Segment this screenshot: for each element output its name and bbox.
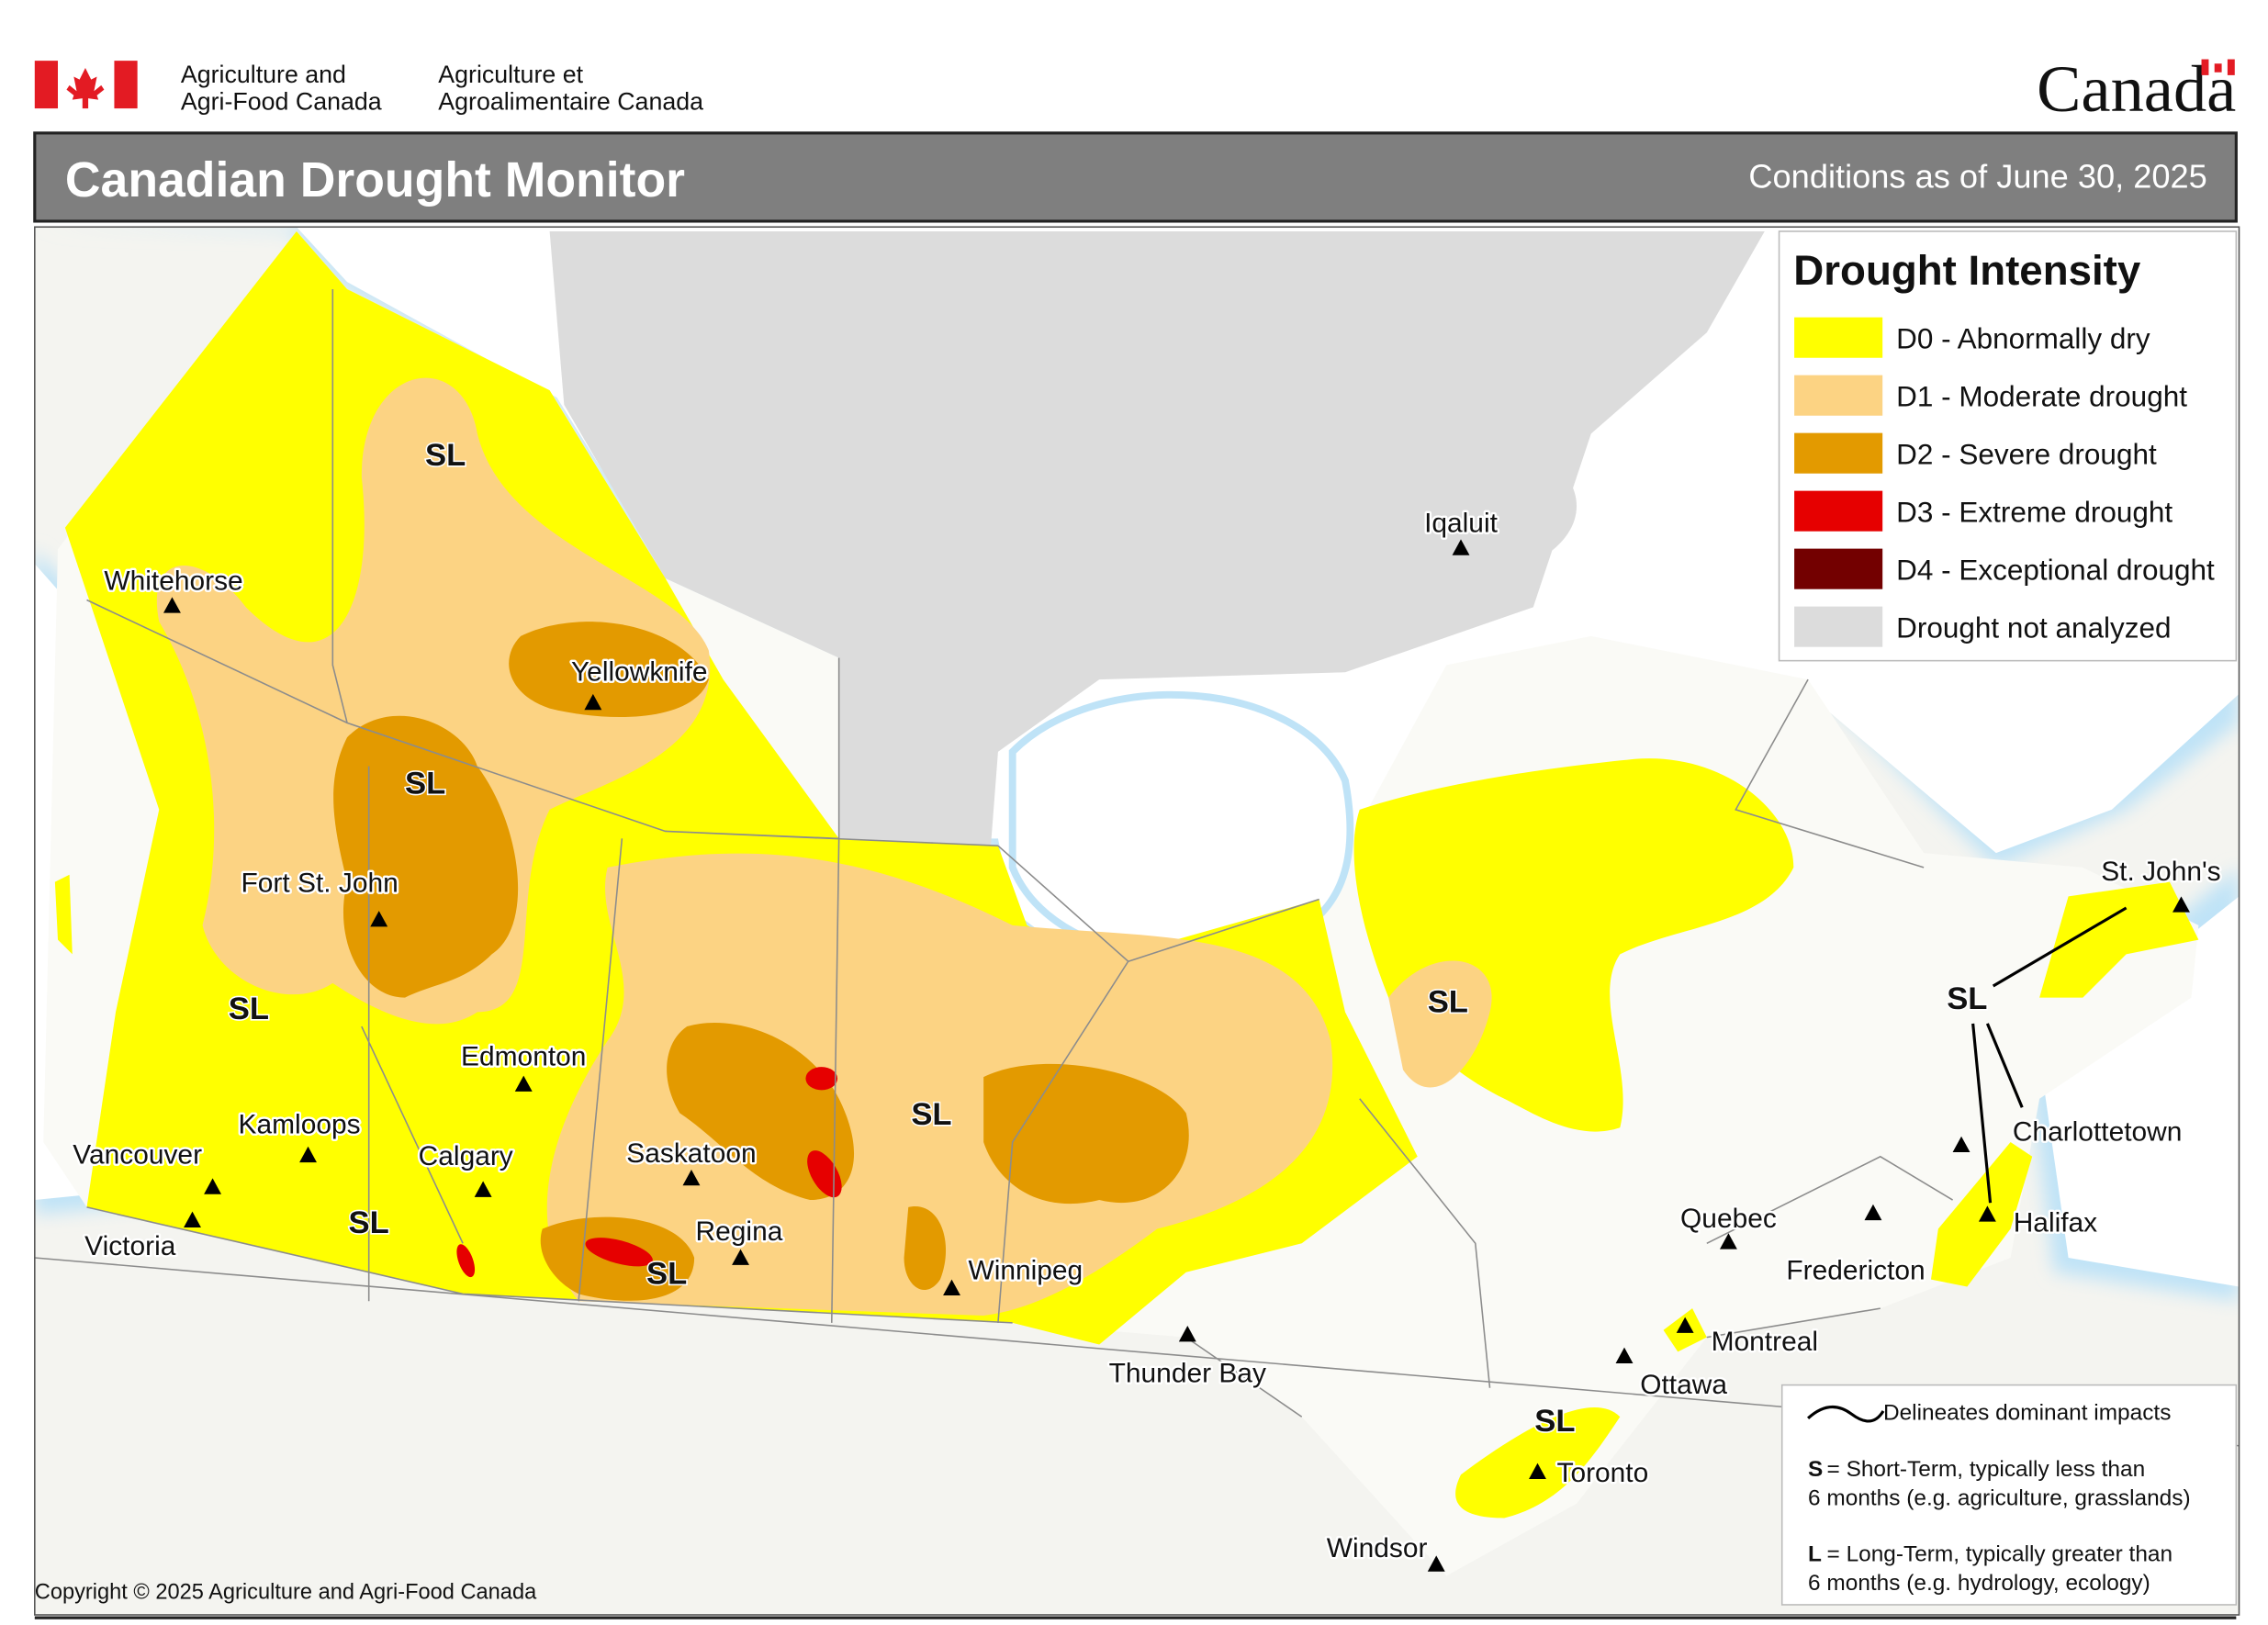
impact-label: SL bbox=[425, 438, 466, 473]
map-frame bbox=[34, 226, 2240, 1616]
legend-swatch bbox=[1792, 431, 1884, 476]
city-label: Charlottetown bbox=[2013, 1116, 2183, 1147]
impact-label: SL bbox=[1947, 981, 1987, 1016]
city-label: Fort St. John bbox=[241, 869, 399, 899]
city-label: Calgary bbox=[419, 1141, 513, 1171]
city-marker bbox=[682, 1169, 701, 1186]
impact-label: SL bbox=[229, 992, 269, 1026]
date-label: Conditions as of June 30, 2025 bbox=[1748, 158, 2206, 196]
city-marker bbox=[299, 1146, 317, 1163]
notes-key: S bbox=[1808, 1457, 1823, 1482]
legend-items: D0 - Abnormally dry D1 - Moderate drought… bbox=[1792, 316, 2215, 649]
city-label: Regina bbox=[696, 1216, 783, 1247]
city-label: Saskatoon bbox=[626, 1138, 756, 1169]
city-marker bbox=[1178, 1326, 1196, 1342]
impact-label: SL bbox=[1534, 1404, 1575, 1439]
legend-label: D0 - Abnormally dry bbox=[1896, 322, 2150, 355]
legend-swatch bbox=[1792, 489, 1884, 533]
map-body bbox=[34, 227, 2240, 1615]
city-marker bbox=[2173, 896, 2190, 913]
notes-text: 6 months (e.g. agriculture, grasslands) bbox=[1808, 1485, 2191, 1510]
title-bar bbox=[33, 131, 2238, 223]
city-marker bbox=[1615, 1347, 1634, 1363]
city-marker bbox=[584, 693, 602, 711]
impact-label: SL bbox=[349, 1205, 389, 1240]
impact-label: SL bbox=[1428, 984, 1468, 1019]
impact-label: SL bbox=[911, 1097, 951, 1132]
city-marker bbox=[1978, 1205, 1996, 1222]
city-label: Edmonton bbox=[461, 1042, 586, 1072]
notes-text: = Long-Term, typically greater than bbox=[1827, 1542, 2173, 1567]
city-label: Halifax bbox=[2014, 1208, 2097, 1238]
city-label: Whitehorse bbox=[104, 566, 242, 596]
legend-swatch bbox=[1792, 316, 1884, 360]
impact-line bbox=[1971, 906, 2128, 1204]
org-en: Agriculture and bbox=[181, 61, 346, 88]
city-label: St. John's bbox=[2101, 857, 2220, 887]
city-label: Winnipeg bbox=[969, 1256, 1083, 1286]
city-marker bbox=[1864, 1204, 1882, 1221]
notes-text: = Short-Term, typically less than bbox=[1827, 1457, 2146, 1482]
city-label: Ottawa bbox=[1640, 1370, 1727, 1400]
legend-swatch bbox=[1792, 374, 1884, 418]
impact-label: SL bbox=[646, 1256, 687, 1291]
legend-label: D1 - Moderate drought bbox=[1896, 380, 2187, 413]
city-label: Vancouver bbox=[73, 1140, 202, 1171]
city-label: Quebec bbox=[1680, 1204, 1777, 1234]
city-marker bbox=[184, 1211, 201, 1227]
map-title: Canadian Drought Monitor bbox=[65, 153, 685, 207]
legend-swatch bbox=[1792, 547, 1884, 591]
city-marker bbox=[732, 1249, 749, 1265]
notes-text: 6 months (e.g. hydrology, ecology) bbox=[1808, 1571, 2150, 1596]
impact-line-symbol bbox=[1807, 1405, 1885, 1423]
legend-swatch bbox=[1792, 605, 1884, 649]
city-label: Thunder Bay bbox=[1109, 1358, 1266, 1388]
city-marker bbox=[1452, 539, 1470, 555]
notes-box bbox=[1780, 1384, 2238, 1606]
city-marker bbox=[1676, 1317, 1694, 1333]
city-label: Windsor bbox=[1327, 1533, 1428, 1563]
city-label: Iqaluit bbox=[1424, 509, 1499, 539]
city-marker bbox=[163, 597, 181, 613]
city-marker bbox=[1529, 1462, 1546, 1479]
org-fr: Agroalimentaire Canada bbox=[438, 88, 703, 116]
city-label: Montreal bbox=[1712, 1327, 1818, 1357]
legend-label: D4 - Exceptional drought bbox=[1896, 553, 2215, 586]
city-marker bbox=[1427, 1555, 1445, 1572]
city-label: Kamloops bbox=[239, 1110, 361, 1140]
org-en: Agri-Food Canada bbox=[181, 88, 382, 116]
copyright: Copyright © 2025 Agriculture and Agri-Fo… bbox=[35, 1581, 537, 1605]
impact-label-layer: SL SL SL SL SL SL SL SL SL bbox=[227, 436, 1989, 1440]
legend-label: Drought not analyzed bbox=[1896, 611, 2171, 644]
city-marker bbox=[943, 1279, 960, 1295]
city-label: Yellowknife bbox=[571, 657, 708, 688]
city-layer: Whitehorse Yellowknife Fort St. John Edmont… bbox=[71, 506, 2223, 1572]
legend-title: Drought Intensity bbox=[1793, 247, 2141, 294]
wordmark-flag bbox=[2201, 59, 2235, 75]
impact-label: SL bbox=[405, 767, 445, 801]
city-label: Fredericton bbox=[1786, 1256, 1925, 1286]
city-marker bbox=[1719, 1233, 1737, 1250]
notes-line-label: Delineates dominant impacts bbox=[1883, 1400, 2171, 1425]
city-label: Victoria bbox=[84, 1231, 176, 1261]
city-marker bbox=[474, 1181, 492, 1197]
org-fr: Agriculture et bbox=[438, 61, 583, 88]
city-marker bbox=[1952, 1136, 1970, 1153]
city-marker bbox=[370, 911, 388, 927]
notes-key: L bbox=[1808, 1542, 1822, 1567]
legend-label: D3 - Extreme drought bbox=[1896, 495, 2173, 528]
city-marker bbox=[204, 1178, 222, 1194]
logo-flag bbox=[34, 61, 138, 109]
legend-label: D2 - Severe drought bbox=[1896, 437, 2157, 470]
city-marker bbox=[514, 1075, 533, 1092]
city-label: Toronto bbox=[1556, 1458, 1648, 1488]
